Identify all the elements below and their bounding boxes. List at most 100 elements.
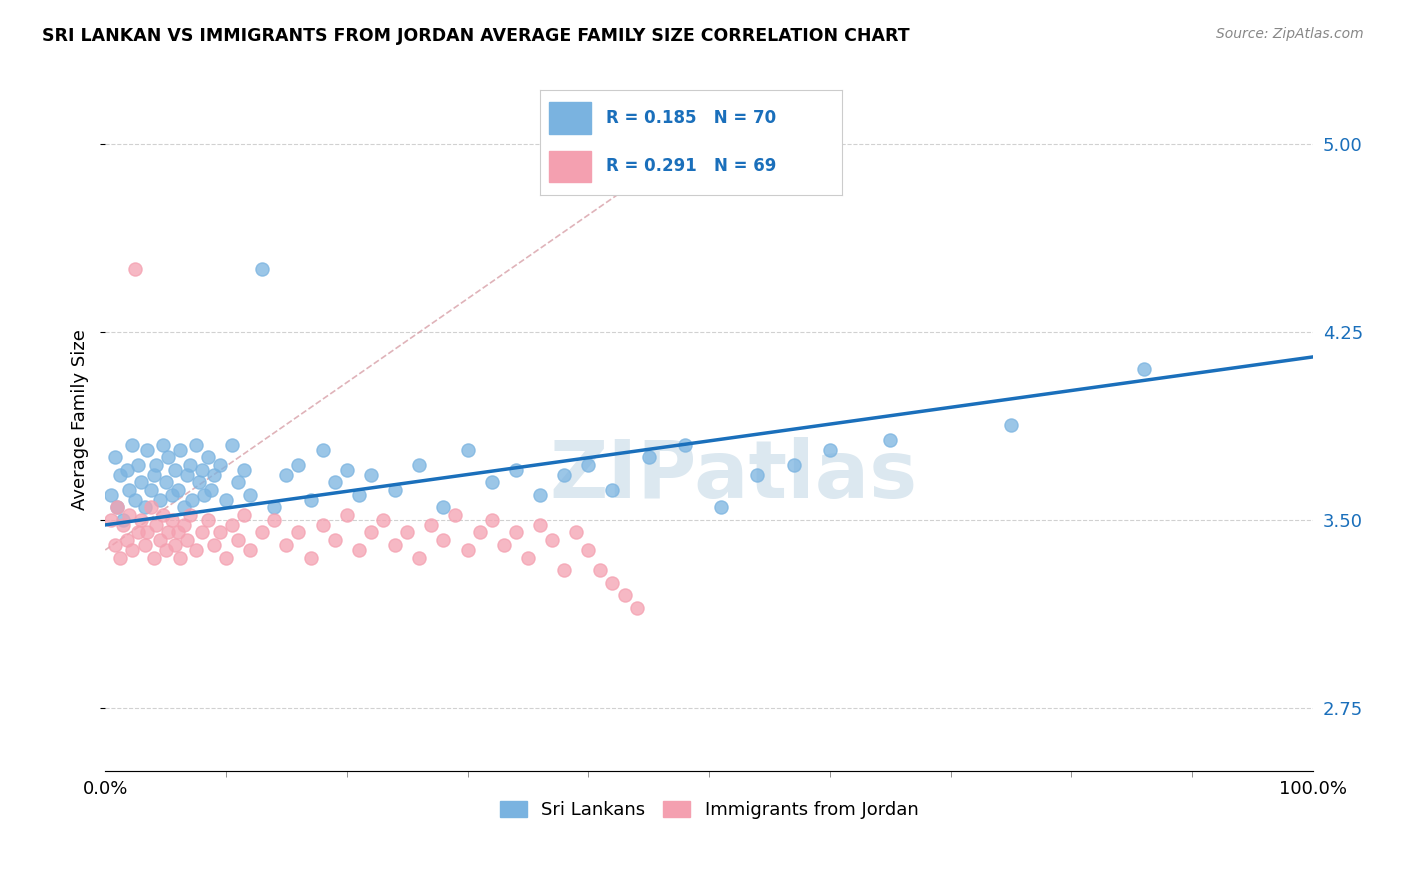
Point [156,450,179,465]
Point [299,492,322,507]
Point [197,450,219,465]
Point [160,513,183,527]
Point [127,458,149,472]
Point [553,467,575,482]
Point [134,538,156,552]
Point [121,543,143,558]
Point [179,458,201,472]
Point [1000,417,1022,432]
Point [336,508,359,522]
Y-axis label: Average Family Size: Average Family Size [72,329,89,510]
Point [287,458,309,472]
Point [176,533,198,547]
Point [505,525,527,540]
Point [250,262,273,277]
Point [516,550,538,565]
Point [131,475,153,490]
Point [105,500,128,515]
Point [215,550,238,565]
Point [169,442,191,457]
Point [134,500,156,515]
Point [360,467,382,482]
Point [202,538,225,552]
Point [208,458,231,472]
Point [115,533,138,547]
Point [233,463,256,477]
Point [166,483,188,497]
Point [165,463,187,477]
Point [396,525,419,540]
Point [276,467,298,482]
Point [879,433,901,447]
Point [145,517,167,532]
Point [108,467,131,482]
Point [457,442,479,457]
Point [444,508,467,522]
Point [148,533,170,547]
Point [173,517,195,532]
Point [226,475,249,490]
Point [432,500,454,515]
Point [100,513,122,527]
Point [112,513,135,527]
Text: SRI LANKAN VS IMMIGRANTS FROM JORDAN AVERAGE FAMILY SIZE CORRELATION CHART: SRI LANKAN VS IMMIGRANTS FROM JORDAN AVE… [42,27,910,45]
Point [239,543,262,558]
Text: ZIPatlas: ZIPatlas [550,437,917,515]
Point [408,550,430,565]
Point [287,525,309,540]
Point [188,475,211,490]
Point [148,492,170,507]
Point [250,525,273,540]
Point [384,538,406,552]
Point [104,450,127,465]
Point [239,488,262,502]
Point [136,442,159,457]
Point [468,525,491,540]
Point [166,525,188,540]
Point [169,550,191,565]
Point [118,483,141,497]
Point [420,517,443,532]
Point [276,538,298,552]
Point [626,600,648,615]
Point [181,492,204,507]
Point [299,550,322,565]
Point [142,467,165,482]
Point [226,533,249,547]
Point [193,488,215,502]
Point [529,488,551,502]
Text: Source: ZipAtlas.com: Source: ZipAtlas.com [1216,27,1364,41]
Point [152,438,174,452]
Point [179,508,201,522]
Point [136,525,159,540]
Point [457,543,479,558]
Point [602,483,624,497]
Point [492,538,515,552]
Point [121,438,143,452]
Point [233,508,256,522]
Point [142,550,165,565]
Point [165,538,187,552]
Point [152,508,174,522]
Point [131,513,153,527]
Legend: Sri Lankans, Immigrants from Jordan: Sri Lankans, Immigrants from Jordan [494,796,924,825]
Point [104,538,127,552]
Point [481,475,503,490]
Point [127,525,149,540]
Point [347,543,370,558]
Point [155,543,177,558]
Point [176,467,198,482]
Point [311,442,333,457]
Point [115,463,138,477]
Point [139,500,162,515]
Point [139,483,162,497]
Point [553,563,575,577]
Point [576,458,599,472]
Point [323,475,346,490]
Point [782,458,804,472]
Point [602,575,624,590]
Point [360,525,382,540]
Point [347,488,370,502]
Point [145,458,167,472]
Point [155,475,177,490]
